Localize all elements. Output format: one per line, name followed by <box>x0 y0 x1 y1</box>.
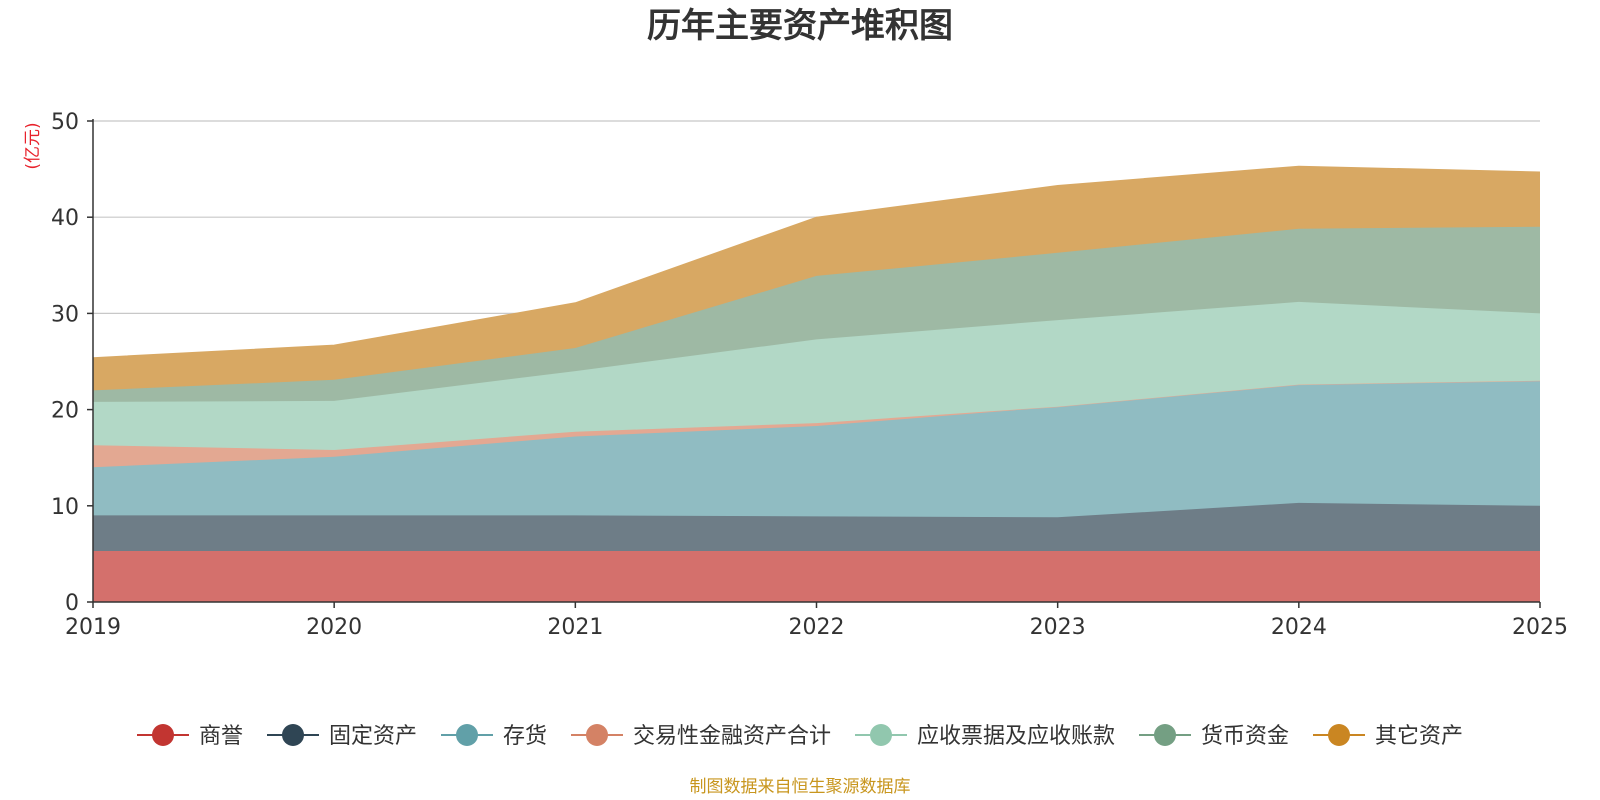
y-tick-label-20: 20 <box>51 399 79 424</box>
y-tick-label-0: 0 <box>65 591 79 616</box>
y-tick-label-40: 40 <box>51 206 79 231</box>
x-tick-label-2021: 2021 <box>547 615 603 640</box>
legend-label-5: 货币资金 <box>1201 724 1289 749</box>
area-5 <box>93 226 1540 402</box>
legend-label-4: 应收票据及应收账款 <box>917 724 1115 749</box>
x-tick-label-2023: 2023 <box>1030 615 1086 640</box>
y-axis-unit-label: (亿元) <box>23 122 43 169</box>
legend-marker-0 <box>152 724 174 746</box>
area-0 <box>93 551 1540 602</box>
legend-marker-1 <box>282 724 304 746</box>
x-tick-label-2020: 2020 <box>306 615 362 640</box>
area-series <box>92 165 1541 602</box>
legend-marker-6 <box>1328 724 1350 746</box>
x-tick-label-2025: 2025 <box>1512 615 1568 640</box>
area-3 <box>93 380 1540 468</box>
y-tick-label-50: 50 <box>51 110 79 135</box>
legend: 商誉 固定资产 存货 交易性金融资产合计 应收票据及应收账款 货币资金 其它资产 <box>137 724 1463 749</box>
x-tick-label-2024: 2024 <box>1271 615 1327 640</box>
area-1 <box>93 502 1540 551</box>
legend-label-1: 固定资产 <box>329 724 417 749</box>
area-6 <box>93 166 1540 391</box>
area-line-6 <box>92 165 1541 359</box>
legend-item-6: 其它资产 <box>1313 724 1463 749</box>
legend-item-5: 货币资金 <box>1139 724 1289 749</box>
legend-item-2: 存货 <box>441 724 547 749</box>
legend-label-3: 交易性金融资产合计 <box>633 724 831 749</box>
legend-marker-5 <box>1154 724 1176 746</box>
data-source-note: 制图数据来自恒生聚源数据库 <box>690 777 911 797</box>
chart-title: 历年主要资产堆积图 <box>647 6 953 46</box>
legend-label-6: 其它资产 <box>1375 724 1463 749</box>
legend-label-2: 存货 <box>503 724 547 749</box>
y-tick-label-10: 10 <box>51 495 79 520</box>
legend-label-0: 商誉 <box>199 724 243 749</box>
axes: 0 10 20 30 40 50 2019 2020 2021 2022 2023 2024 2025 <box>51 110 1568 640</box>
legend-item-1: 固定资产 <box>267 724 417 749</box>
y-tick-label-30: 30 <box>51 302 79 327</box>
area-2 <box>93 380 1540 518</box>
legend-marker-3 <box>586 724 608 746</box>
legend-marker-2 <box>456 724 478 746</box>
legend-item-3: 交易性金融资产合计 <box>571 724 831 749</box>
x-tick-label-2022: 2022 <box>789 615 845 640</box>
legend-marker-4 <box>870 724 892 746</box>
legend-item-0: 商誉 <box>137 724 243 749</box>
x-tick-label-2019: 2019 <box>65 615 121 640</box>
legend-item-4: 应收票据及应收账款 <box>855 724 1115 749</box>
area-4 <box>93 301 1540 450</box>
